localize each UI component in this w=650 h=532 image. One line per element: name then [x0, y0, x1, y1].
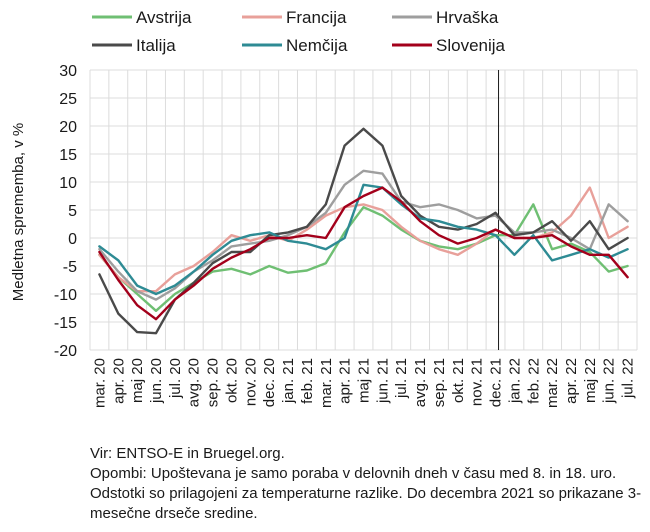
y-tick-label: -5 — [63, 259, 77, 276]
x-tick-label: nov. 20 — [242, 358, 259, 406]
x-axis: mar. 20 apr. 20 maj 20 jun. 20 jul. 20 avg. 2… — [91, 70, 637, 408]
x-tick-label: maj 22 — [582, 358, 599, 403]
y-tick-label: 10 — [59, 175, 77, 192]
x-tick-label: jul. 22 — [620, 358, 637, 399]
x-tick-label: mar. 21 — [318, 358, 335, 408]
x-tick-label: jan. 22 — [506, 358, 523, 404]
x-tick-label: jan. 21 — [280, 358, 297, 404]
y-tick-label: -20 — [54, 343, 77, 360]
x-tick-label: dec. 21 — [488, 358, 505, 407]
x-tick-label: apr. 22 — [563, 358, 580, 404]
x-tick-label: jun. 21 — [374, 358, 391, 404]
legend-label: Slovenija — [436, 36, 506, 55]
y-tick-label: 25 — [59, 91, 77, 108]
x-tick-label: apr. 21 — [337, 358, 354, 404]
y-tick-label: -10 — [54, 287, 77, 304]
series-line — [98, 186, 629, 321]
legend-label: Hrvaška — [436, 8, 499, 27]
y-axis: 30 25 20 15 10 5 0 -5 -10 -15 -20 — [54, 63, 77, 360]
notes-line: Opombi: Upoštevana je samo poraba v delo… — [90, 465, 642, 522]
y-tick-label: 0 — [68, 231, 77, 248]
x-tick-label: feb. 22 — [525, 358, 542, 404]
source-line: Vir: ENTSO-E in Bruegel.org. — [90, 445, 285, 462]
series-line — [98, 127, 629, 335]
chart-source-notes: Vir: ENTSO-E in Bruegel.org. Opombi: Upo… — [90, 444, 646, 524]
x-tick-label: nov. 21 — [469, 358, 486, 406]
x-tick-label: sep. 20 — [205, 358, 222, 407]
line-chart: Avstrija Francija Hrvaška Italija Nemčija Slo… — [10, 8, 638, 408]
y-tick-label: -15 — [54, 315, 77, 332]
x-tick-label: jun. 20 — [148, 358, 165, 404]
y-axis-label: Medletna sprememba, v % — [10, 123, 27, 301]
x-tick-label: avg. 21 — [412, 358, 429, 407]
chart-legend: Avstrija Francija Hrvaška Italija Nemčija Slo… — [92, 8, 506, 55]
series-line — [98, 203, 629, 312]
x-tick-label: maj 21 — [356, 358, 373, 403]
x-tick-label: avg. 20 — [186, 358, 203, 407]
x-tick-label: mar. 20 — [91, 358, 108, 408]
x-tick-label: apr. 20 — [110, 358, 127, 404]
series-line — [98, 183, 629, 296]
x-tick-label: sep. 21 — [431, 358, 448, 407]
x-tick-label: jul. 21 — [393, 358, 410, 399]
y-tick-label: 20 — [59, 119, 77, 136]
x-tick-label: feb. 21 — [299, 358, 316, 404]
legend-label: Italija — [136, 36, 176, 55]
legend-label: Francija — [286, 8, 347, 27]
x-tick-label: dec. 20 — [261, 358, 278, 407]
x-tick-label: okt. 21 — [450, 358, 467, 403]
x-tick-label: jun. 22 — [601, 358, 618, 404]
y-tick-label: 30 — [59, 63, 77, 80]
legend-label: Nemčija — [286, 36, 348, 55]
chart-gridlines — [89, 69, 638, 351]
x-tick-label: okt. 20 — [223, 358, 240, 403]
y-tick-label: 15 — [59, 147, 77, 164]
x-tick-label: mar. 22 — [544, 358, 561, 408]
x-tick-label: maj 20 — [129, 358, 146, 403]
y-tick-label: 5 — [68, 203, 77, 220]
legend-label: Avstrija — [136, 8, 192, 27]
x-tick-label: jul. 20 — [167, 358, 184, 399]
chart-series — [98, 127, 629, 335]
